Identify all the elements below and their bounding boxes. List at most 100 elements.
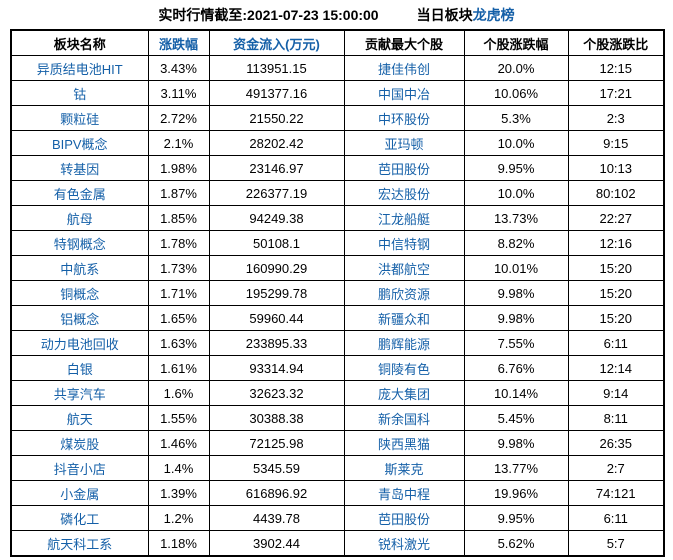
updown-ratio-cell: 12:16 bbox=[567, 230, 665, 256]
sector-name-cell[interactable]: 白银 bbox=[10, 355, 149, 381]
title-timestamp: 实时行情截至:2021-07-23 15:00:00 bbox=[158, 7, 379, 23]
stock-change-pct-cell: 10.01% bbox=[463, 255, 569, 281]
change-pct-cell: 1.4% bbox=[147, 455, 210, 481]
top-stock-cell[interactable]: 锐科激光 bbox=[343, 530, 465, 557]
sector-name-cell[interactable]: 共享汽车 bbox=[10, 380, 149, 406]
table-row: 煤炭股 1.46% 72125.98 陕西黑猫 9.98% 26:35 bbox=[10, 430, 665, 456]
top-stock-cell[interactable]: 宏达股份 bbox=[343, 180, 465, 206]
stock-change-pct-cell: 20.0% bbox=[463, 55, 569, 81]
table-row: 颗粒硅 2.72% 21550.22 中环股份 5.3% 2:3 bbox=[10, 105, 665, 131]
updown-ratio-cell: 9:15 bbox=[567, 130, 665, 156]
change-pct-cell: 1.87% bbox=[147, 180, 210, 206]
stock-change-pct-cell: 9.95% bbox=[463, 505, 569, 531]
top-stock-cell[interactable]: 庞大集团 bbox=[343, 380, 465, 406]
top-stock-cell[interactable]: 铜陵有色 bbox=[343, 355, 465, 381]
top-stock-cell[interactable]: 鹏辉能源 bbox=[343, 330, 465, 356]
sector-name-cell[interactable]: 煤炭股 bbox=[10, 430, 149, 456]
table-row: 小金属 1.39% 616896.92 青岛中程 19.96% 74:121 bbox=[10, 480, 665, 506]
header-capital-inflow[interactable]: 资金流入(万元) bbox=[208, 29, 345, 56]
table-row: 共享汽车 1.6% 32623.32 庞大集团 10.14% 9:14 bbox=[10, 380, 665, 406]
updown-ratio-cell: 6:11 bbox=[567, 505, 665, 531]
sector-name-cell[interactable]: 特钢概念 bbox=[10, 230, 149, 256]
table-row: 铜概念 1.71% 195299.78 鹏欣资源 9.98% 15:20 bbox=[10, 280, 665, 306]
sector-name-cell[interactable]: 钴 bbox=[10, 80, 149, 106]
stock-change-pct-cell: 10.0% bbox=[463, 130, 569, 156]
top-stock-cell[interactable]: 新余国科 bbox=[343, 405, 465, 431]
sector-name-cell[interactable]: 转基因 bbox=[10, 155, 149, 181]
sector-name-cell[interactable]: 抖音小店 bbox=[10, 455, 149, 481]
sector-name-cell[interactable]: 有色金属 bbox=[10, 180, 149, 206]
capital-inflow-cell: 5345.59 bbox=[208, 455, 345, 481]
sector-name-cell[interactable]: 小金属 bbox=[10, 480, 149, 506]
capital-inflow-cell: 491377.16 bbox=[208, 80, 345, 106]
capital-inflow-cell: 4439.78 bbox=[208, 505, 345, 531]
updown-ratio-cell: 17:21 bbox=[567, 80, 665, 106]
sector-name-cell[interactable]: 颗粒硅 bbox=[10, 105, 149, 131]
table-header-row: 板块名称 涨跌幅 资金流入(万元) 贡献最大个股 个股涨跌幅 个股涨跌比 bbox=[10, 29, 665, 56]
top-stock-cell[interactable]: 青岛中程 bbox=[343, 480, 465, 506]
capital-inflow-cell: 226377.19 bbox=[208, 180, 345, 206]
top-stock-cell[interactable]: 江龙船艇 bbox=[343, 205, 465, 231]
sector-name-cell[interactable]: 铝概念 bbox=[10, 305, 149, 331]
sector-name-cell[interactable]: 中航系 bbox=[10, 255, 149, 281]
top-stock-cell[interactable]: 陕西黑猫 bbox=[343, 430, 465, 456]
sector-name-cell[interactable]: 航天 bbox=[10, 405, 149, 431]
sector-name-cell[interactable]: BIPV概念 bbox=[10, 130, 149, 156]
change-pct-cell: 2.1% bbox=[147, 130, 210, 156]
stock-change-pct-cell: 19.96% bbox=[463, 480, 569, 506]
top-stock-cell[interactable]: 鹏欣资源 bbox=[343, 280, 465, 306]
updown-ratio-cell: 6:11 bbox=[567, 330, 665, 356]
capital-inflow-cell: 3902.44 bbox=[208, 530, 345, 557]
stock-change-pct-cell: 9.98% bbox=[463, 280, 569, 306]
sector-name-cell[interactable]: 铜概念 bbox=[10, 280, 149, 306]
stock-change-pct-cell: 9.98% bbox=[463, 305, 569, 331]
change-pct-cell: 1.71% bbox=[147, 280, 210, 306]
change-pct-cell: 1.78% bbox=[147, 230, 210, 256]
updown-ratio-cell: 12:15 bbox=[567, 55, 665, 81]
table-row: 航天科工系 1.18% 3902.44 锐科激光 5.62% 5:7 bbox=[10, 530, 665, 557]
stock-change-pct-cell: 10.06% bbox=[463, 80, 569, 106]
sector-name-cell[interactable]: 动力电池回收 bbox=[10, 330, 149, 356]
top-stock-cell[interactable]: 中环股份 bbox=[343, 105, 465, 131]
sector-name-cell[interactable]: 航天科工系 bbox=[10, 530, 149, 557]
top-stock-cell[interactable]: 洪都航空 bbox=[343, 255, 465, 281]
top-stock-cell[interactable]: 捷佳伟创 bbox=[343, 55, 465, 81]
sector-name-cell[interactable]: 航母 bbox=[10, 205, 149, 231]
top-stock-cell[interactable]: 亚玛顿 bbox=[343, 130, 465, 156]
table-row: 异质结电池HIT 3.43% 113951.15 捷佳伟创 20.0% 12:15 bbox=[10, 55, 665, 81]
top-stock-cell[interactable]: 新疆众和 bbox=[343, 305, 465, 331]
stock-change-pct-cell: 5.3% bbox=[463, 105, 569, 131]
stock-change-pct-cell: 10.14% bbox=[463, 380, 569, 406]
capital-inflow-cell: 160990.29 bbox=[208, 255, 345, 281]
dragon-tiger-list-link[interactable]: 龙虎榜 bbox=[472, 7, 515, 23]
change-pct-cell: 1.46% bbox=[147, 430, 210, 456]
sector-name-cell[interactable]: 异质结电池HIT bbox=[10, 55, 149, 81]
change-pct-cell: 1.61% bbox=[147, 355, 210, 381]
header-change-pct[interactable]: 涨跌幅 bbox=[147, 29, 210, 56]
updown-ratio-cell: 2:7 bbox=[567, 455, 665, 481]
change-pct-cell: 1.39% bbox=[147, 480, 210, 506]
capital-inflow-cell: 59960.44 bbox=[208, 305, 345, 331]
updown-ratio-cell: 12:14 bbox=[567, 355, 665, 381]
capital-inflow-cell: 30388.38 bbox=[208, 405, 345, 431]
table-row: 航天 1.55% 30388.38 新余国科 5.45% 8:11 bbox=[10, 405, 665, 431]
table-row: 白银 1.61% 93314.94 铜陵有色 6.76% 12:14 bbox=[10, 355, 665, 381]
page-title: 实时行情截至:2021-07-23 15:00:00 当日板块龙虎榜 bbox=[0, 0, 673, 29]
top-stock-cell[interactable]: 中国中冶 bbox=[343, 80, 465, 106]
top-stock-cell[interactable]: 斯莱克 bbox=[343, 455, 465, 481]
top-stock-cell[interactable]: 中信特钢 bbox=[343, 230, 465, 256]
top-stock-cell[interactable]: 芭田股份 bbox=[343, 155, 465, 181]
change-pct-cell: 1.55% bbox=[147, 405, 210, 431]
change-pct-cell: 3.43% bbox=[147, 55, 210, 81]
stock-change-pct-cell: 6.76% bbox=[463, 355, 569, 381]
updown-ratio-cell: 8:11 bbox=[567, 405, 665, 431]
updown-ratio-cell: 15:20 bbox=[567, 305, 665, 331]
stock-change-pct-cell: 8.82% bbox=[463, 230, 569, 256]
top-stock-cell[interactable]: 芭田股份 bbox=[343, 505, 465, 531]
change-pct-cell: 1.18% bbox=[147, 530, 210, 557]
capital-inflow-cell: 50108.1 bbox=[208, 230, 345, 256]
sector-name-cell[interactable]: 磷化工 bbox=[10, 505, 149, 531]
updown-ratio-cell: 5:7 bbox=[567, 530, 665, 557]
stock-change-pct-cell: 7.55% bbox=[463, 330, 569, 356]
table-row: 铝概念 1.65% 59960.44 新疆众和 9.98% 15:20 bbox=[10, 305, 665, 331]
